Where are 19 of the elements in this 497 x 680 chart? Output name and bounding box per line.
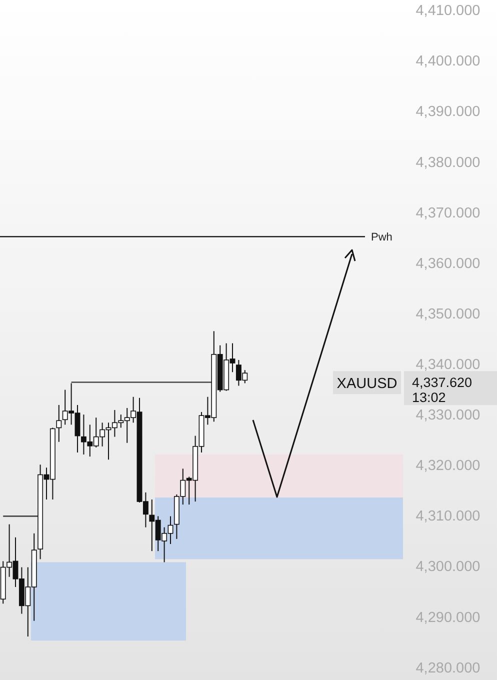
- text: 4,337.620: [412, 375, 472, 390]
- y-tick-label: 4,340.000: [416, 357, 480, 374]
- y-tick-label: 4,400.000: [416, 54, 480, 70]
- y-tick-label: 4,290.000: [416, 610, 480, 626]
- y-tick-label: 4,320.000: [416, 458, 480, 474]
- y-tick-label: 4,350.000: [416, 306, 480, 322]
- y-tick-label: 4,360.000: [416, 256, 480, 272]
- y-tick-label: 4,370.000: [416, 205, 480, 222]
- y-tick-label: 4,310.000: [416, 508, 480, 525]
- annotation: XAUUSD: [336, 376, 398, 392]
- candlestick: [56, 404, 62, 442]
- y-tick-label: 4,300.000: [416, 559, 480, 576]
- y-tick-label: 4,280.000: [416, 660, 480, 676]
- y-tick-label: 4,330.000: [416, 408, 480, 424]
- y-tick-label: 4,380.000: [416, 154, 480, 171]
- text: 13:02: [412, 390, 446, 406]
- ref-line-label: Pwh: [371, 232, 392, 244]
- y-tick-label: 4,390.000: [416, 104, 480, 120]
- y-tick-label: 4,410.000: [416, 3, 480, 20]
